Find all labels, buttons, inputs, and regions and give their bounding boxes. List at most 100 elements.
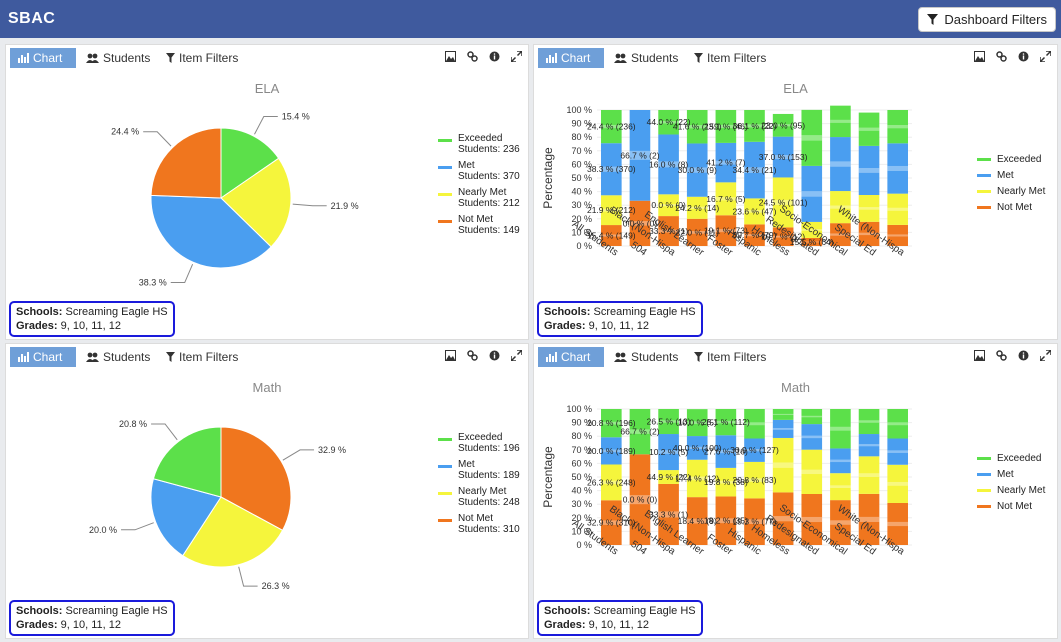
dashboard-filters-button[interactable]: Dashboard Filters xyxy=(918,7,1056,32)
bar-segment[interactable] xyxy=(686,436,708,460)
expand-icon[interactable] xyxy=(510,50,522,62)
bar-segment[interactable] xyxy=(658,470,679,484)
bar-segment[interactable] xyxy=(772,113,794,137)
info-icon[interactable] xyxy=(488,50,500,62)
tab-students[interactable]: Students xyxy=(86,48,150,68)
pie-slice[interactable] xyxy=(152,426,222,498)
bar-segment[interactable] xyxy=(858,195,880,222)
tab-item-filters[interactable]: Item Filters xyxy=(694,48,766,68)
bar-segment[interactable] xyxy=(715,142,737,183)
bar-segment[interactable] xyxy=(858,145,880,195)
tab-students[interactable]: Students xyxy=(614,48,678,68)
bar-segment[interactable] xyxy=(629,409,651,455)
bar-segment[interactable] xyxy=(830,191,851,224)
bar-segment[interactable] xyxy=(658,134,679,195)
bar-segment[interactable] xyxy=(830,223,851,246)
tab-chart[interactable]: Chart xyxy=(10,48,76,68)
bar-segment[interactable] xyxy=(887,409,908,439)
bar-segment[interactable] xyxy=(887,438,908,465)
bar-segment[interactable] xyxy=(686,497,708,545)
bar-segment[interactable] xyxy=(658,409,679,435)
bar-segment[interactable] xyxy=(801,449,823,494)
bar-segment[interactable] xyxy=(772,419,794,438)
bar-segment[interactable] xyxy=(887,143,908,194)
bar-segment[interactable] xyxy=(601,500,622,545)
info-icon[interactable] xyxy=(488,349,500,361)
pie-slice[interactable] xyxy=(150,194,272,269)
bar-segment[interactable] xyxy=(887,110,908,144)
image-export-icon[interactable] xyxy=(444,349,456,361)
bar-segment[interactable] xyxy=(858,456,880,494)
bar-segment[interactable] xyxy=(772,227,794,246)
bar-segment[interactable] xyxy=(744,198,765,225)
bar-segment[interactable] xyxy=(686,459,708,498)
bar-segment[interactable] xyxy=(601,225,622,246)
bar-segment[interactable] xyxy=(830,473,851,501)
info-icon[interactable] xyxy=(1017,50,1029,62)
bar-segment[interactable] xyxy=(830,448,851,474)
bar-segment[interactable] xyxy=(887,502,908,545)
bar-segment[interactable] xyxy=(744,498,765,545)
bar-segment[interactable] xyxy=(686,143,708,197)
bar-segment[interactable] xyxy=(858,221,880,246)
bar-segment[interactable] xyxy=(830,137,851,192)
bar-segment[interactable] xyxy=(744,461,765,499)
bar-segment[interactable] xyxy=(801,494,823,545)
bar-segment[interactable] xyxy=(801,165,823,222)
bar-segment[interactable] xyxy=(830,500,851,545)
bar-segment[interactable] xyxy=(686,196,708,219)
bar-segment[interactable] xyxy=(715,409,737,436)
bar-segment[interactable] xyxy=(772,492,794,545)
bar-segment[interactable] xyxy=(772,437,794,493)
pie-slice[interactable] xyxy=(220,127,280,199)
bar-segment[interactable] xyxy=(744,409,765,439)
bar-segment[interactable] xyxy=(801,237,823,246)
bar-segment[interactable] xyxy=(601,437,622,465)
link-icon[interactable] xyxy=(466,50,478,62)
bar-segment[interactable] xyxy=(887,224,908,246)
bar-segment[interactable] xyxy=(715,496,737,545)
bar-segment[interactable] xyxy=(858,493,880,545)
bar-segment[interactable] xyxy=(858,112,880,146)
tab-item-filters[interactable]: Item Filters xyxy=(166,48,238,68)
bar-segment[interactable] xyxy=(601,409,622,438)
expand-icon[interactable] xyxy=(510,349,522,361)
tab-students[interactable]: Students xyxy=(614,347,678,367)
bar-segment[interactable] xyxy=(686,409,708,437)
tab-item-filters[interactable]: Item Filters xyxy=(694,347,766,367)
image-export-icon[interactable] xyxy=(973,349,985,361)
expand-icon[interactable] xyxy=(1039,50,1051,62)
pie-slice[interactable] xyxy=(220,157,292,248)
bar-segment[interactable] xyxy=(830,105,851,138)
bar-segment[interactable] xyxy=(629,200,651,246)
pie-slice[interactable] xyxy=(150,127,222,199)
bar-segment[interactable] xyxy=(601,110,622,144)
image-export-icon[interactable] xyxy=(444,50,456,62)
pie-slice[interactable] xyxy=(220,426,292,532)
bar-segment[interactable] xyxy=(858,409,880,435)
bar-segment[interactable] xyxy=(715,110,737,143)
bar-segment[interactable] xyxy=(744,141,765,199)
bar-segment[interactable] xyxy=(601,143,622,196)
bar-segment[interactable] xyxy=(858,434,880,457)
bar-segment[interactable] xyxy=(744,438,765,462)
tab-students[interactable]: Students xyxy=(86,347,150,367)
bar-segment[interactable] xyxy=(772,177,794,228)
link-icon[interactable] xyxy=(466,349,478,361)
tab-item-filters[interactable]: Item Filters xyxy=(166,347,238,367)
bar-segment[interactable] xyxy=(686,110,708,144)
tab-chart[interactable]: Chart xyxy=(538,48,604,68)
bar-segment[interactable] xyxy=(658,110,679,135)
bar-segment[interactable] xyxy=(715,435,737,468)
bar-segment[interactable] xyxy=(772,409,794,420)
bar-segment[interactable] xyxy=(801,409,823,425)
bar-segment[interactable] xyxy=(601,195,622,226)
bar-segment[interactable] xyxy=(715,215,737,246)
pie-slice[interactable] xyxy=(150,478,222,557)
bar-segment[interactable] xyxy=(801,109,823,166)
bar-segment[interactable] xyxy=(658,434,679,471)
bar-segment[interactable] xyxy=(887,464,908,503)
bar-segment[interactable] xyxy=(744,110,765,142)
bar-segment[interactable] xyxy=(658,483,679,545)
bar-segment[interactable] xyxy=(801,221,823,238)
